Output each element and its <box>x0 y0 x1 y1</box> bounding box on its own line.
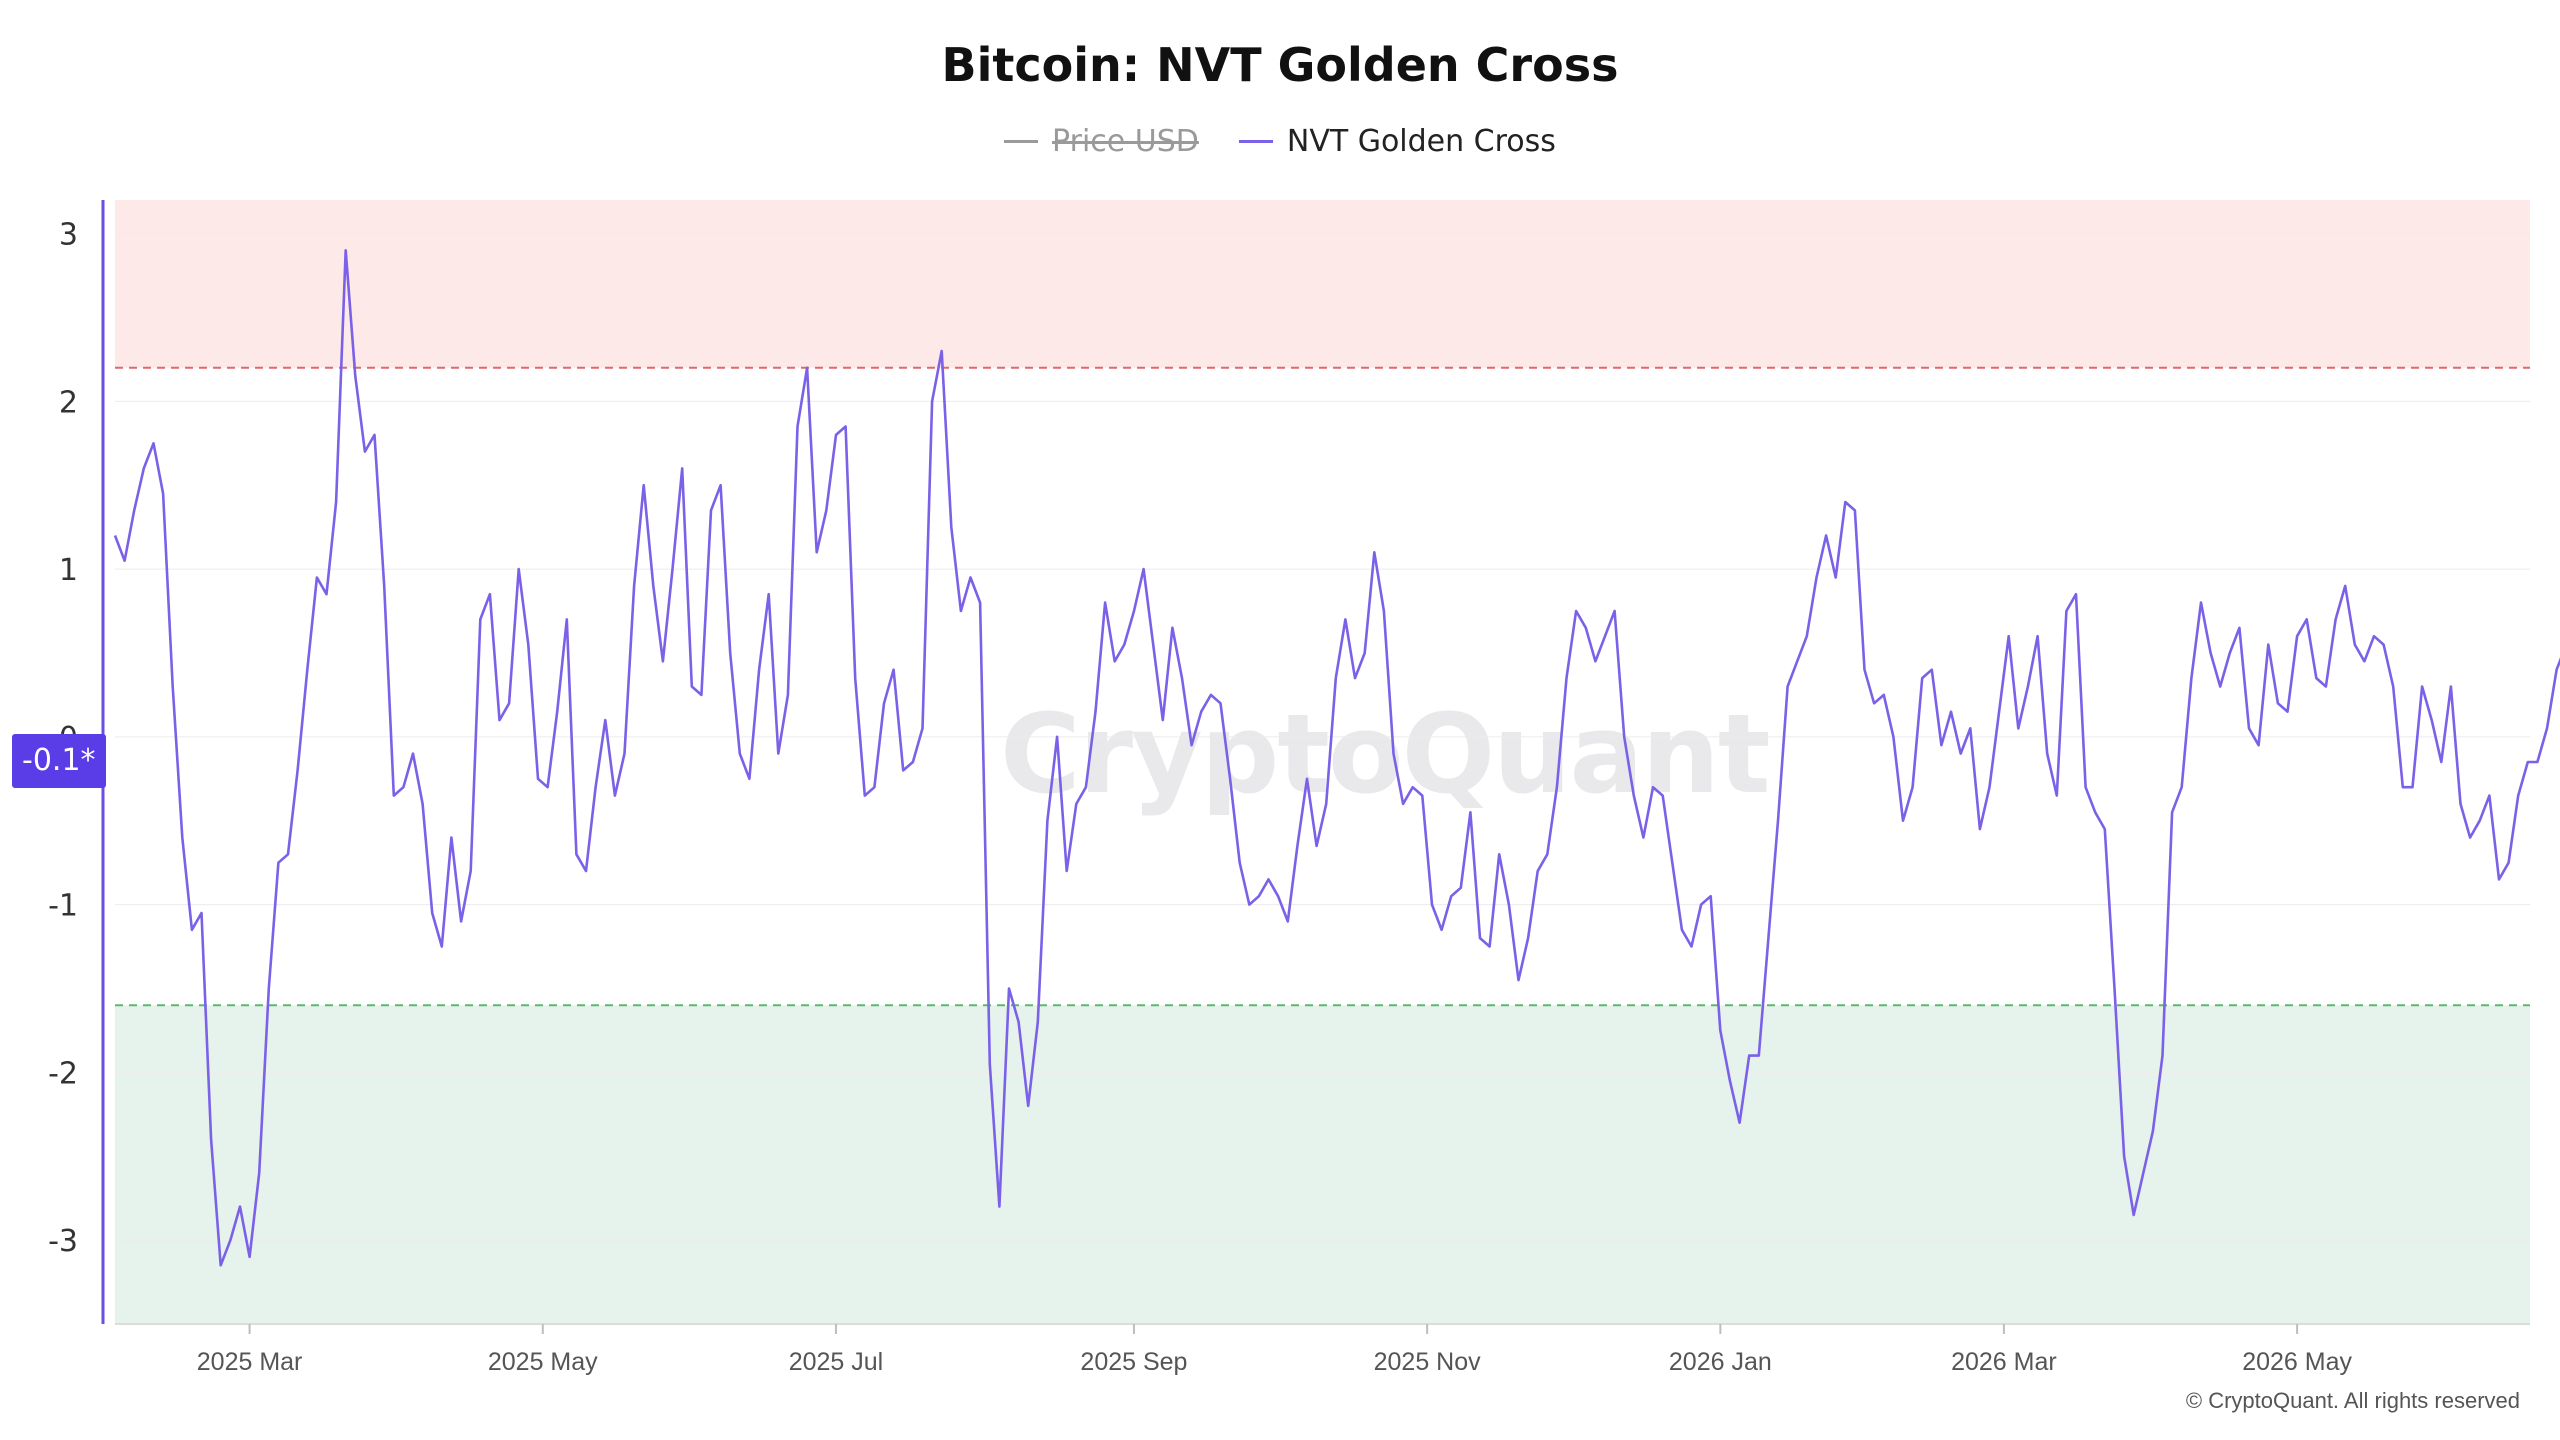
series-line-nvt-golden-cross <box>113 249 2560 1267</box>
x-tick-label: 2025 Sep <box>1080 1348 1187 1376</box>
x-tick-label: 2025 May <box>488 1348 598 1376</box>
x-tick-label: 2026 Mar <box>1951 1348 2057 1376</box>
y-tick-label: 3 <box>59 218 78 253</box>
x-tick-label: 2025 Nov <box>1374 1348 1482 1376</box>
x-tick-label: 2025 Jul <box>789 1348 884 1376</box>
legend-label-price-usd: Price USD <box>1052 124 1199 159</box>
x-tick-label: 2025 Mar <box>197 1348 303 1376</box>
legend-swatch-nvt-golden-cross <box>1238 140 1273 143</box>
x-tick-label: 2026 May <box>2242 1348 2352 1376</box>
legend-swatch-price-usd <box>1004 140 1039 143</box>
legend-item-price-usd[interactable]: Price USD <box>1004 124 1199 159</box>
current-value-badge: -0.1* <box>12 734 106 788</box>
legend-label-nvt-golden-cross: NVT Golden Cross <box>1286 124 1556 159</box>
y-tick-label: 2 <box>59 385 78 420</box>
legend-item-nvt-golden-cross[interactable]: NVT Golden Cross <box>1238 124 1556 159</box>
y-tick-label: -2 <box>48 1056 78 1091</box>
x-tick-label: 2026 Jan <box>1669 1348 1772 1376</box>
y-tick-label: -1 <box>48 889 78 924</box>
oversold-zone <box>115 1005 2530 1324</box>
chart-legend: Price USD NVT Golden Cross <box>0 124 2560 159</box>
y-tick-label: 1 <box>59 553 78 588</box>
watermark-logo-text: CryptoQuant <box>1000 690 1771 818</box>
overbought-zone <box>115 200 2530 368</box>
copyright-notice: © CryptoQuant. All rights reserved <box>2185 1388 2520 1413</box>
y-tick-label: -3 <box>48 1224 78 1259</box>
chart-title: Bitcoin: NVT Golden Cross <box>941 38 1619 92</box>
